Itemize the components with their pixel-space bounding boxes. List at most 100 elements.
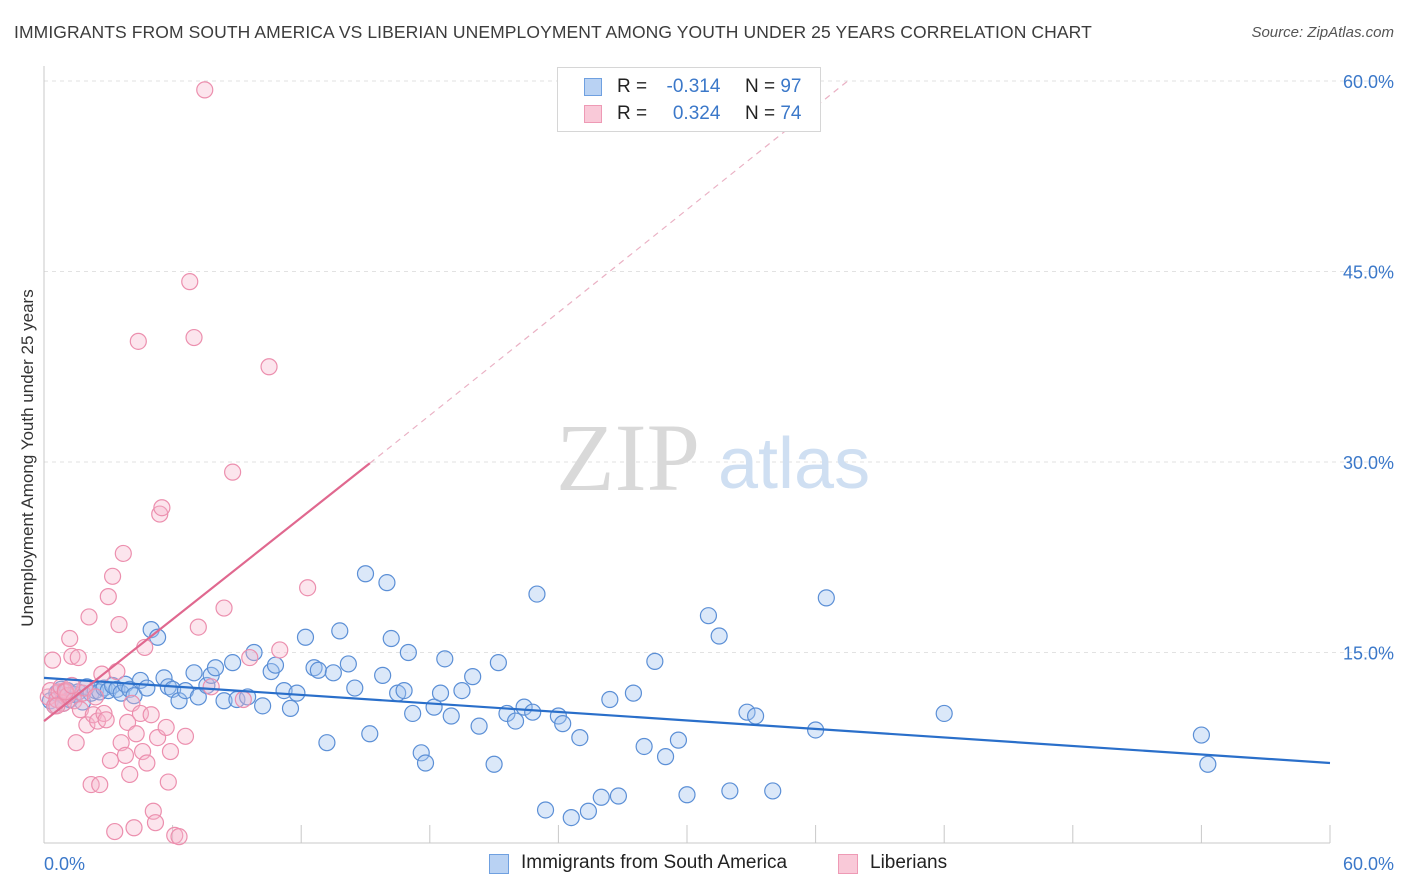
- data-point: [266, 656, 285, 674]
- data-point: [108, 662, 126, 681]
- legend-swatch-liberians: [584, 105, 602, 123]
- data-point: [121, 765, 139, 784]
- data-point: [95, 704, 113, 723]
- data-point: [170, 828, 188, 846]
- data-point: [296, 628, 315, 646]
- bottom-legend-swatch-liberians: [838, 854, 858, 874]
- data-point: [764, 782, 782, 800]
- data-point: [260, 358, 278, 376]
- data-point: [515, 698, 533, 716]
- data-point: [151, 505, 169, 523]
- data-point: [202, 678, 220, 696]
- bottom-legend-swatch-south-america: [489, 854, 509, 874]
- data-point: [571, 728, 589, 747]
- data-point: [374, 666, 392, 684]
- data-point: [271, 641, 289, 659]
- data-point: [63, 676, 81, 695]
- y-axis-label: Unemployment Among Youth under 25 years: [18, 289, 37, 627]
- data-point: [176, 727, 195, 745]
- data-points: [39, 81, 1217, 846]
- data-point: [416, 754, 435, 772]
- y-tick-label: 45.0%: [1343, 263, 1394, 283]
- data-point: [601, 690, 619, 709]
- data-point: [142, 706, 160, 724]
- watermark-zip: ZIP: [556, 404, 700, 511]
- legend-n-value: 74: [780, 103, 802, 124]
- data-point: [562, 808, 580, 827]
- data-point: [234, 690, 252, 709]
- data-point: [624, 684, 643, 702]
- data-point: [114, 544, 132, 563]
- data-point: [78, 716, 96, 734]
- data-point: [196, 81, 214, 99]
- data-point: [69, 648, 87, 667]
- data-point: [1199, 755, 1217, 773]
- correlation-legend: R = -0.314 N = 97 R = 0.324 N = 74: [557, 67, 821, 132]
- data-point: [43, 651, 62, 669]
- tick-labels: 15.0% 30.0% 45.0% 60.0% 0.0% 60.0%: [44, 72, 1394, 874]
- legend-n-label: N =: [744, 103, 776, 124]
- data-point: [404, 704, 422, 723]
- data-point: [254, 697, 272, 715]
- data-point: [324, 664, 342, 682]
- data-point: [224, 654, 242, 672]
- data-point: [524, 703, 542, 721]
- data-point: [470, 717, 488, 735]
- data-point: [206, 659, 225, 677]
- data-point: [101, 751, 120, 770]
- watermark-atlas: atlas: [718, 424, 870, 504]
- data-point: [63, 647, 81, 665]
- legend-r-value: 0.324: [672, 103, 721, 124]
- data-point: [118, 713, 137, 731]
- data-point: [817, 589, 835, 607]
- data-point: [110, 615, 128, 634]
- data-point: [395, 681, 413, 700]
- data-point: [215, 692, 233, 710]
- data-point: [80, 608, 98, 626]
- data-point: [91, 775, 109, 794]
- x-tick-label: 60.0%: [1343, 854, 1394, 874]
- y-tick-label: 30.0%: [1343, 453, 1394, 473]
- series-liberians: [39, 81, 317, 846]
- data-point: [592, 788, 610, 806]
- legend-r-label: R =: [617, 103, 648, 124]
- bottom-legend-label-liberians: Liberians: [870, 852, 948, 873]
- data-point: [215, 599, 233, 617]
- data-point: [185, 664, 203, 682]
- data-point: [103, 567, 122, 585]
- data-point: [528, 585, 546, 603]
- axes: [43, 66, 1331, 844]
- x-tick-label: 0.0%: [44, 854, 85, 874]
- data-point: [106, 822, 124, 841]
- data-point: [138, 754, 156, 772]
- data-point: [116, 746, 135, 764]
- data-point: [721, 782, 739, 800]
- y-tick-label: 60.0%: [1343, 72, 1394, 92]
- data-point: [71, 701, 90, 719]
- legend-r-label: R =: [617, 76, 648, 97]
- chart-title: IMMIGRANTS FROM SOUTH AMERICA VS LIBERIA…: [14, 22, 1092, 42]
- data-point: [579, 802, 598, 820]
- trend-line-liberians: [43, 462, 371, 722]
- data-point: [146, 814, 165, 832]
- data-point: [61, 629, 79, 648]
- data-point: [399, 643, 417, 662]
- data-point: [489, 654, 507, 672]
- data-point: [86, 688, 105, 706]
- data-point: [127, 725, 145, 743]
- series-south-america: [41, 565, 1217, 827]
- legend-swatch-south-america: [584, 78, 602, 96]
- y-tick-label: 15.0%: [1343, 644, 1394, 664]
- data-point: [554, 715, 572, 733]
- data-point: [346, 679, 364, 697]
- source-label: Source: ZipAtlas.com: [1251, 24, 1394, 41]
- data-point: [97, 711, 115, 729]
- data-point: [185, 328, 203, 347]
- data-point: [299, 579, 317, 597]
- data-point: [646, 652, 664, 670]
- data-point: [112, 734, 130, 752]
- data-point: [138, 679, 156, 697]
- data-point: [129, 332, 147, 350]
- data-point: [281, 699, 300, 717]
- data-point: [112, 684, 130, 702]
